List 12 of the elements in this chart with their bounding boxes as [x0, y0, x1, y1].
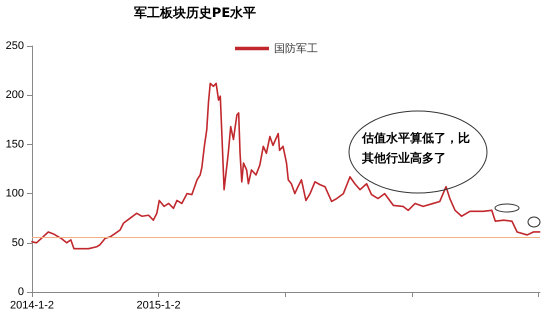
line-series [31, 82, 540, 250]
x-tick-label: 2014-1-2 [10, 300, 54, 312]
y-tick-label: 200 [6, 89, 24, 102]
x-tick-label: 2015-1-2 [136, 300, 181, 312]
y-tick-label: 250 [6, 40, 24, 52]
legend-label: 国防军工 [274, 42, 318, 55]
y-tick-label: 0 [18, 286, 24, 298]
annotation: 估值水平算低了，比其他行业高多了 [362, 130, 471, 167]
chart-title: 军工板块历史PE水平 [134, 6, 256, 21]
y-tick-label: 50 [12, 236, 24, 249]
y-tick-label: 150 [6, 138, 24, 150]
y-tick-label: 100 [6, 188, 24, 200]
